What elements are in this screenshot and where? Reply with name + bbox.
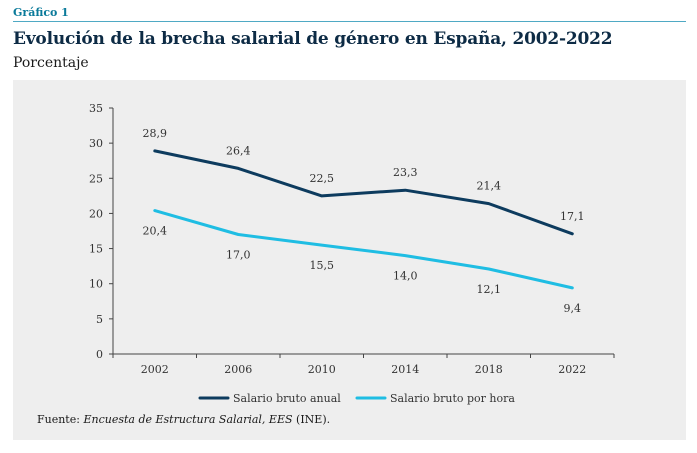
y-tick-label: 20 xyxy=(89,207,103,220)
data-label: 14,0 xyxy=(393,270,418,283)
chart-axes: 0 5 10 15 20 25 30 35 2002 2006 2010 2014 2018 2022 xyxy=(89,102,615,376)
data-label: 12,1 xyxy=(477,283,502,296)
legend-label-hourly: Salario bruto por hora xyxy=(390,392,515,405)
data-label: 15,5 xyxy=(310,259,335,272)
data-label: 20,4 xyxy=(143,225,168,238)
x-tick-label: 2006 xyxy=(224,363,252,376)
data-label: 17,1 xyxy=(560,210,585,223)
data-label: 21,4 xyxy=(477,180,502,193)
data-label: 23,3 xyxy=(393,166,418,179)
x-tick-label: 2018 xyxy=(475,363,503,376)
chart-kicker: Gráfico 1 xyxy=(13,6,69,19)
chart-series xyxy=(153,149,574,290)
y-tick-label: 0 xyxy=(96,348,103,361)
chart-data-labels: 28,9 26,4 22,5 23,3 21,4 17,1 20,4 17,0 15,5 14,0… xyxy=(143,127,585,315)
y-tick-label: 10 xyxy=(89,278,103,291)
y-tick-label: 30 xyxy=(89,137,103,150)
series-line-annual xyxy=(153,149,574,236)
kicker-divider xyxy=(13,21,686,22)
y-tick-label: 5 xyxy=(96,313,103,326)
y-tick-label: 25 xyxy=(89,172,103,185)
x-tick-label: 2022 xyxy=(558,363,586,376)
source-note: Fuente: Encuesta de Estructura Salarial,… xyxy=(37,413,330,426)
x-tick-label: 2014 xyxy=(391,363,419,376)
data-label: 17,0 xyxy=(226,249,251,262)
chart-panel xyxy=(13,80,686,440)
series-line-hourly xyxy=(153,209,574,290)
chart-title: Evolución de la brecha salarial de géner… xyxy=(13,29,613,49)
chart-legend: Salario bruto anual Salario bruto por hor… xyxy=(198,392,515,405)
data-label: 22,5 xyxy=(310,172,335,185)
legend-label-annual: Salario bruto anual xyxy=(233,392,341,405)
source-prefix: Fuente: xyxy=(37,413,84,426)
y-tick-label: 35 xyxy=(89,102,103,115)
data-label: 28,9 xyxy=(143,127,168,140)
source-suffix: (INE). xyxy=(292,413,331,426)
chart-subtitle: Porcentaje xyxy=(13,55,89,71)
data-label: 9,4 xyxy=(564,302,582,315)
data-label: 26,4 xyxy=(226,144,251,157)
x-tick-label: 2010 xyxy=(308,363,336,376)
source-title: Encuesta de Estructura Salarial, EES xyxy=(83,413,293,426)
x-tick-label: 2002 xyxy=(141,363,169,376)
y-tick-label: 15 xyxy=(89,243,103,256)
